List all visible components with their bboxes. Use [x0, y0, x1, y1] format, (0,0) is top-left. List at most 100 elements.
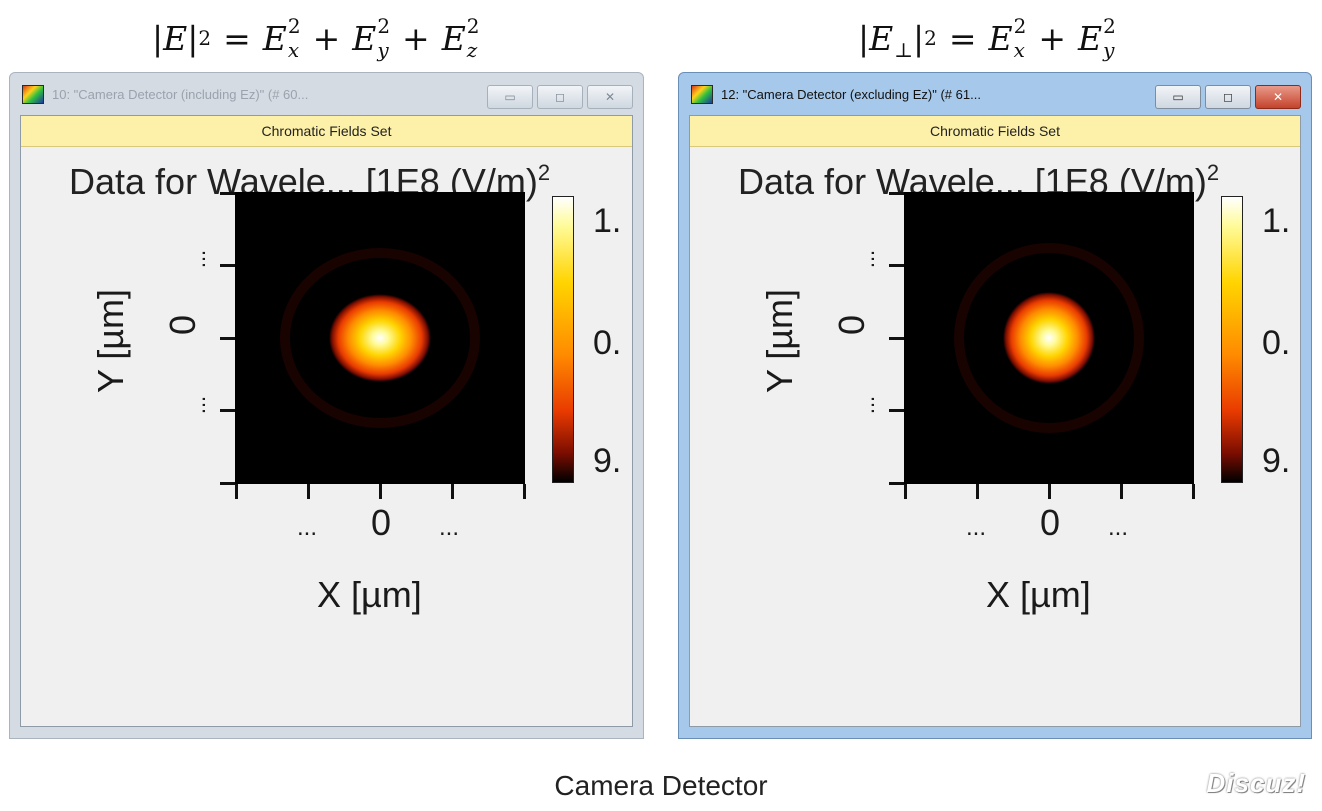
y-tick: [889, 264, 904, 267]
maximize-button[interactable]: ◻: [537, 85, 583, 109]
formula-sub: y: [1103, 38, 1115, 62]
x-tick: [1120, 484, 1123, 499]
formula-ey: E: [1078, 18, 1103, 58]
colorbar-label-bottom: 9.: [1262, 442, 1291, 480]
y-tick-label-dots: ...: [185, 395, 211, 415]
x-axis-title: X [µm]: [317, 574, 422, 615]
y-tick: [889, 482, 904, 485]
x-tick: [523, 484, 526, 499]
formula-var: E: [869, 18, 894, 58]
colorbar-label-bottom: 9.: [593, 442, 622, 480]
formula-bar: |: [187, 18, 199, 58]
x-tick: [379, 484, 382, 499]
x-tick: [1192, 484, 1195, 499]
y-tick-label-dots: ...: [854, 249, 880, 269]
field-intensity-map[interactable]: [904, 192, 1194, 484]
y-tick: [220, 482, 235, 485]
colorbar-label-mid: 0.: [1262, 324, 1291, 362]
formula-exp: 2: [377, 14, 391, 38]
window-controls: ▭ ◻ ✕: [1155, 85, 1301, 109]
formula-plus: +: [312, 18, 341, 58]
x-tick-label-zero: 0: [371, 502, 392, 543]
camera-detector-window-including-ez[interactable]: 10: "Camera Detector (including Ez)" (# …: [9, 72, 644, 739]
formula-sub: z: [466, 38, 478, 62]
airy-ring: [280, 248, 480, 428]
app-icon: [22, 84, 44, 104]
x-tick-label-dots: ...: [966, 514, 987, 541]
formula-sub: x: [287, 38, 300, 62]
close-button[interactable]: ✕: [587, 85, 633, 109]
watermark-logo: Discuz!: [1206, 768, 1306, 798]
formula-bar: |: [152, 18, 164, 58]
formula-ex: E: [262, 18, 287, 58]
x-tick: [976, 484, 979, 499]
y-tick: [220, 337, 235, 340]
formula-exp: 2: [924, 26, 937, 50]
camera-detector-window-excluding-ez[interactable]: 12: "Camera Detector (excluding Ez)" (# …: [678, 72, 1312, 739]
window-titlebar[interactable]: 10: "Camera Detector (including Ez)" (# …: [20, 73, 633, 115]
x-axis-title: X [µm]: [986, 574, 1091, 615]
x-tick-label-dots: ...: [1108, 514, 1129, 541]
x-tick-label-dots: ...: [439, 514, 460, 541]
field-intensity-map[interactable]: [235, 192, 525, 484]
formula-bar: |: [858, 18, 870, 58]
formula-plus: +: [402, 18, 430, 58]
x-tick: [1048, 484, 1051, 499]
window-titlebar[interactable]: 12: "Camera Detector (excluding Ez)" (# …: [689, 73, 1301, 115]
window-title: 10: "Camera Detector (including Ez)" (# …: [52, 86, 309, 102]
y-tick-label-dots: ...: [854, 395, 880, 415]
y-tick: [889, 337, 904, 340]
x-tick-label-zero: 0: [1040, 502, 1061, 543]
formula-var: E: [163, 18, 188, 58]
x-tick: [451, 484, 454, 499]
x-tick: [904, 484, 907, 499]
y-tick-label-dots: ...: [185, 249, 211, 269]
y-tick: [220, 264, 235, 267]
colorbar: [552, 196, 574, 483]
formula-exp: 2: [198, 26, 212, 50]
maximize-button[interactable]: ◻: [1205, 85, 1251, 109]
colorbar-label-mid: 0.: [593, 324, 622, 362]
formula-exp: 2: [466, 14, 480, 38]
chromatic-fields-set-bar[interactable]: Chromatic Fields Set: [21, 116, 632, 147]
formula-equals: =: [948, 18, 977, 58]
formula-transverse-intensity: |E2⊥|2 = E2x + E2y: [858, 6, 1116, 70]
y-axis-title: Y [µm]: [90, 288, 132, 394]
window-content: Chromatic Fields Set Data for Wavele... …: [689, 115, 1301, 727]
window-title: 12: "Camera Detector (excluding Ez)" (# …: [721, 86, 981, 102]
colorbar-label-top: 1.: [1262, 202, 1291, 240]
minimize-button[interactable]: ▭: [487, 85, 533, 109]
x-tick: [235, 484, 238, 499]
y-axis-title: Y [µm]: [759, 288, 801, 394]
window-content: Chromatic Fields Set Data for Wavele... …: [20, 115, 633, 727]
formula-plus: +: [1038, 18, 1067, 58]
formula-bar: |: [913, 18, 925, 58]
y-tick-label-zero: 0: [162, 314, 204, 336]
x-tick-label-dots: ...: [297, 514, 318, 541]
minimize-button[interactable]: ▭: [1155, 85, 1201, 109]
formula-sub: y: [377, 38, 389, 62]
y-tick: [889, 409, 904, 412]
x-tick: [307, 484, 310, 499]
formula-equals: =: [223, 18, 251, 58]
formula-ez: E: [441, 18, 466, 58]
y-tick: [220, 192, 235, 195]
chromatic-fields-set-bar[interactable]: Chromatic Fields Set: [690, 116, 1300, 147]
slide-caption: Camera Detector: [554, 770, 768, 801]
app-icon: [691, 84, 713, 104]
window-controls: ▭ ◻ ✕: [487, 85, 633, 109]
formula-exp: 2: [1013, 14, 1027, 38]
formula-exp: 2: [287, 14, 301, 38]
y-tick: [220, 409, 235, 412]
formula-ey: E: [352, 18, 377, 58]
y-tick-label-zero: 0: [831, 314, 873, 336]
formula-sub: x: [1013, 38, 1025, 62]
colorbar: [1221, 196, 1243, 483]
colorbar-label-top: 1.: [593, 202, 622, 240]
formula-perp: ⊥: [894, 38, 914, 62]
airy-ring: [954, 243, 1144, 433]
formula-ex: E: [988, 18, 1013, 58]
y-tick: [889, 192, 904, 195]
close-button[interactable]: ✕: [1255, 85, 1301, 109]
